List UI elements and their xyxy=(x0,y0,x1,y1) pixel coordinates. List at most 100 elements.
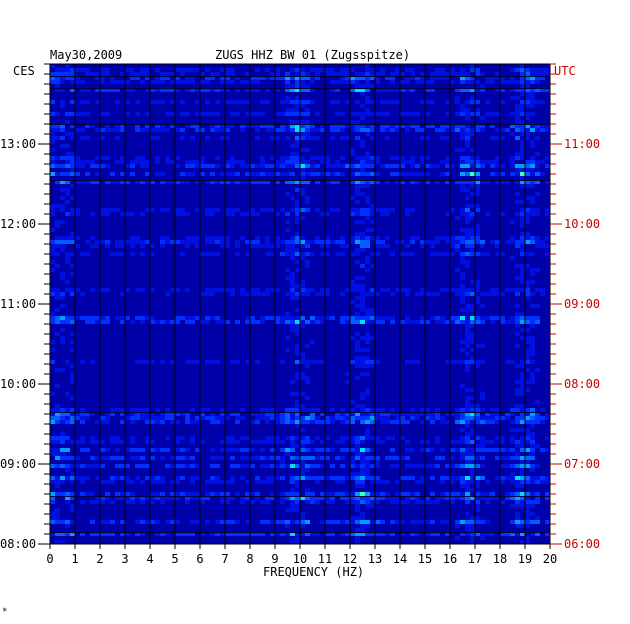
spectral-cell xyxy=(290,244,295,248)
spectral-cell xyxy=(55,484,60,488)
spectral-cell xyxy=(400,416,405,420)
spectral-cell xyxy=(435,532,440,536)
spectral-cell xyxy=(125,88,130,92)
spectral-cell xyxy=(140,80,145,84)
spectral-cell xyxy=(420,408,425,412)
spectral-cell xyxy=(80,80,85,84)
spectral-cell xyxy=(325,496,330,500)
spectral-cell xyxy=(155,88,160,92)
spectral-cell xyxy=(175,532,180,536)
spectral-cell xyxy=(125,496,130,500)
spectral-cell xyxy=(535,416,540,420)
spectral-cell xyxy=(440,128,445,132)
x-tick-label: 6 xyxy=(196,552,203,566)
spectral-cell xyxy=(430,464,435,468)
x-tick-label: 7 xyxy=(221,552,228,566)
spectral-cell xyxy=(480,496,485,500)
spectral-cell xyxy=(475,224,480,228)
spectral-cell xyxy=(460,284,465,288)
spectral-cell xyxy=(490,80,495,84)
spectral-cell xyxy=(480,304,485,308)
spectral-cell xyxy=(255,240,260,244)
spectral-cell xyxy=(465,244,470,248)
spectral-cell xyxy=(420,476,425,480)
spectral-cell xyxy=(360,516,365,520)
spectral-cell xyxy=(530,432,535,436)
spectral-cell xyxy=(480,464,485,468)
spectral-cell xyxy=(115,128,120,132)
spectral-cell xyxy=(275,416,280,420)
spectral-cell xyxy=(245,112,250,116)
spectral-cell xyxy=(295,496,300,500)
spectral-cell xyxy=(350,336,355,340)
spectral-cell xyxy=(75,156,80,160)
spectral-cell xyxy=(475,204,480,208)
spectral-cell xyxy=(375,240,380,244)
spectral-cell xyxy=(225,236,230,240)
spectral-cell xyxy=(205,496,210,500)
spectral-cell xyxy=(265,436,270,440)
spectral-cell xyxy=(120,252,125,256)
spectral-cell xyxy=(140,320,145,324)
spectral-cell xyxy=(360,460,365,464)
spectral-cell xyxy=(350,124,355,128)
spectral-cell xyxy=(395,88,400,92)
spectral-cell xyxy=(370,496,375,500)
spectral-cell xyxy=(470,480,475,484)
spectral-cell xyxy=(70,332,75,336)
spectral-cell xyxy=(365,388,370,392)
spectral-cell xyxy=(535,208,540,212)
spectral-cell xyxy=(150,180,155,184)
spectral-cell xyxy=(90,316,95,320)
spectral-cell xyxy=(525,524,530,528)
spectral-cell xyxy=(475,464,480,468)
spectral-cell xyxy=(355,320,360,324)
spectral-cell xyxy=(285,448,290,452)
spectral-cell xyxy=(110,172,115,176)
spectral-cell xyxy=(355,284,360,288)
spectral-cell xyxy=(365,244,370,248)
spectral-cell xyxy=(220,288,225,292)
spectral-cell xyxy=(425,520,430,524)
spectral-cell xyxy=(230,68,235,72)
spectral-cell xyxy=(230,172,235,176)
spectral-cell xyxy=(515,380,520,384)
spectral-cell xyxy=(460,228,465,232)
spectral-cell xyxy=(145,440,150,444)
spectral-cell xyxy=(340,476,345,480)
spectral-cell xyxy=(365,64,370,68)
spectral-cell xyxy=(70,372,75,376)
spectral-cell xyxy=(520,388,525,392)
spectral-cell xyxy=(380,212,385,216)
spectral-cell xyxy=(525,92,530,96)
spectral-cell xyxy=(360,532,365,536)
spectral-cell xyxy=(465,164,470,168)
spectral-cell xyxy=(150,136,155,140)
spectral-cell xyxy=(150,316,155,320)
spectral-cell xyxy=(300,256,305,260)
spectral-cell xyxy=(70,348,75,352)
spectral-cell xyxy=(350,400,355,404)
spectral-cell xyxy=(180,180,185,184)
spectral-cell xyxy=(460,452,465,456)
spectral-cell xyxy=(60,172,65,176)
spectral-cell xyxy=(215,532,220,536)
spectral-cell xyxy=(175,68,180,72)
spectral-cell xyxy=(455,72,460,76)
spectral-cell xyxy=(370,68,375,72)
spectral-cell xyxy=(335,252,340,256)
spectral-cell xyxy=(50,452,55,456)
spectral-cell xyxy=(70,212,75,216)
spectral-cell xyxy=(495,292,500,296)
spectral-cell xyxy=(85,88,90,92)
spectral-cell xyxy=(190,480,195,484)
spectral-cell xyxy=(255,288,260,292)
spectral-cell xyxy=(535,420,540,424)
spectral-cell xyxy=(460,160,465,164)
spectral-cell xyxy=(305,464,310,468)
spectral-cell xyxy=(440,124,445,128)
spectral-cell xyxy=(525,500,530,504)
spectral-cell xyxy=(465,500,470,504)
spectral-cell xyxy=(190,172,195,176)
spectral-cell xyxy=(325,180,330,184)
